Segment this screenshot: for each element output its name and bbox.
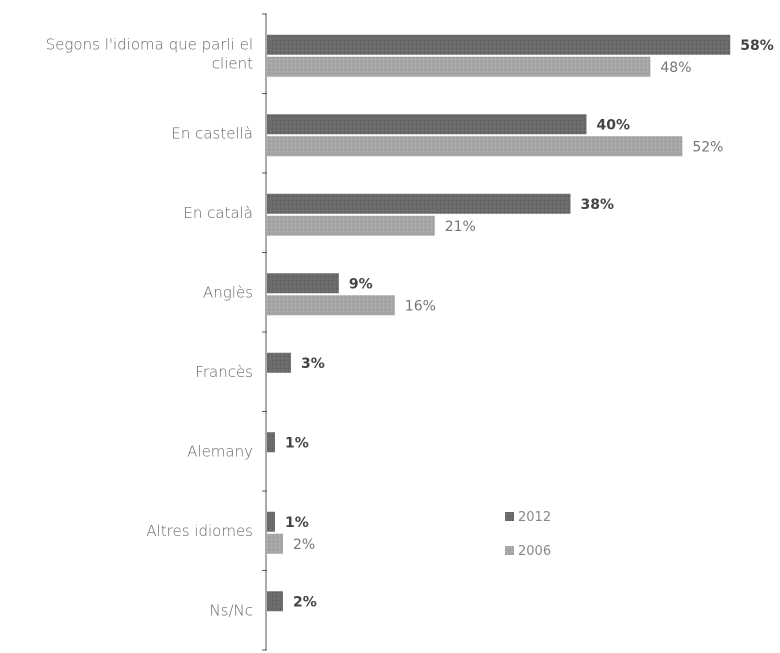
category-label-0: client xyxy=(212,54,253,72)
category-label-1: En castellà xyxy=(171,124,253,142)
value-label-2006-0: 48% xyxy=(660,60,691,76)
bar-2012-1 xyxy=(267,114,587,135)
legend-swatch-2012 xyxy=(505,512,514,521)
bars-layer xyxy=(267,34,731,612)
value-label-2006-3: 16% xyxy=(405,298,436,314)
value-labels: 58% 48% 40% 52% 38% 21% 9% 16% 3% 1% 1% 2% 2% xyxy=(285,38,774,611)
value-label-2012-4: 3% xyxy=(301,356,325,372)
value-label-2012-5: 1% xyxy=(285,435,309,451)
value-label-2012-6: 1% xyxy=(285,515,309,531)
bar-2006-1 xyxy=(267,136,683,157)
category-label-7: Ns/Nc xyxy=(209,601,253,619)
legend-swatch-2006 xyxy=(505,546,514,555)
value-label-2012-2: 38% xyxy=(581,197,615,213)
bar-2006-0 xyxy=(267,56,651,77)
legend-label-2012: 2012 xyxy=(518,510,551,525)
value-label-2012-7: 2% xyxy=(293,594,317,610)
bar-2012-7 xyxy=(267,591,283,612)
value-label-2012-1: 40% xyxy=(596,117,630,133)
bar-2006-3 xyxy=(267,295,395,316)
bar-2012-4 xyxy=(267,352,291,373)
bar-2012-6 xyxy=(267,511,275,532)
bar-2012-0 xyxy=(267,34,731,55)
category-label-0: Segons l'idioma que parli el xyxy=(46,35,253,53)
bar-2012-3 xyxy=(267,273,339,294)
bar-2006-2 xyxy=(267,215,435,236)
legend-label-2006: 2006 xyxy=(518,544,551,559)
y-axis-ticks xyxy=(262,13,267,651)
bar-2012-5 xyxy=(267,432,275,453)
value-label-2006-1: 52% xyxy=(692,139,723,155)
category-label-5: Alemany xyxy=(187,442,253,460)
legend: 2012 2006 xyxy=(505,510,551,559)
category-label-3: Anglès xyxy=(203,283,253,301)
bar-2006-6 xyxy=(267,533,283,554)
value-label-2012-3: 9% xyxy=(349,276,373,292)
bar-2012-2 xyxy=(267,193,571,214)
value-label-2006-6: 2% xyxy=(293,537,315,553)
category-label-6: Altres idiomes xyxy=(146,522,253,540)
value-label-2006-2: 21% xyxy=(445,219,476,235)
category-label-4: Francès xyxy=(195,363,253,381)
category-label-2: En català xyxy=(183,204,253,222)
value-label-2012-0: 58% xyxy=(740,38,774,54)
